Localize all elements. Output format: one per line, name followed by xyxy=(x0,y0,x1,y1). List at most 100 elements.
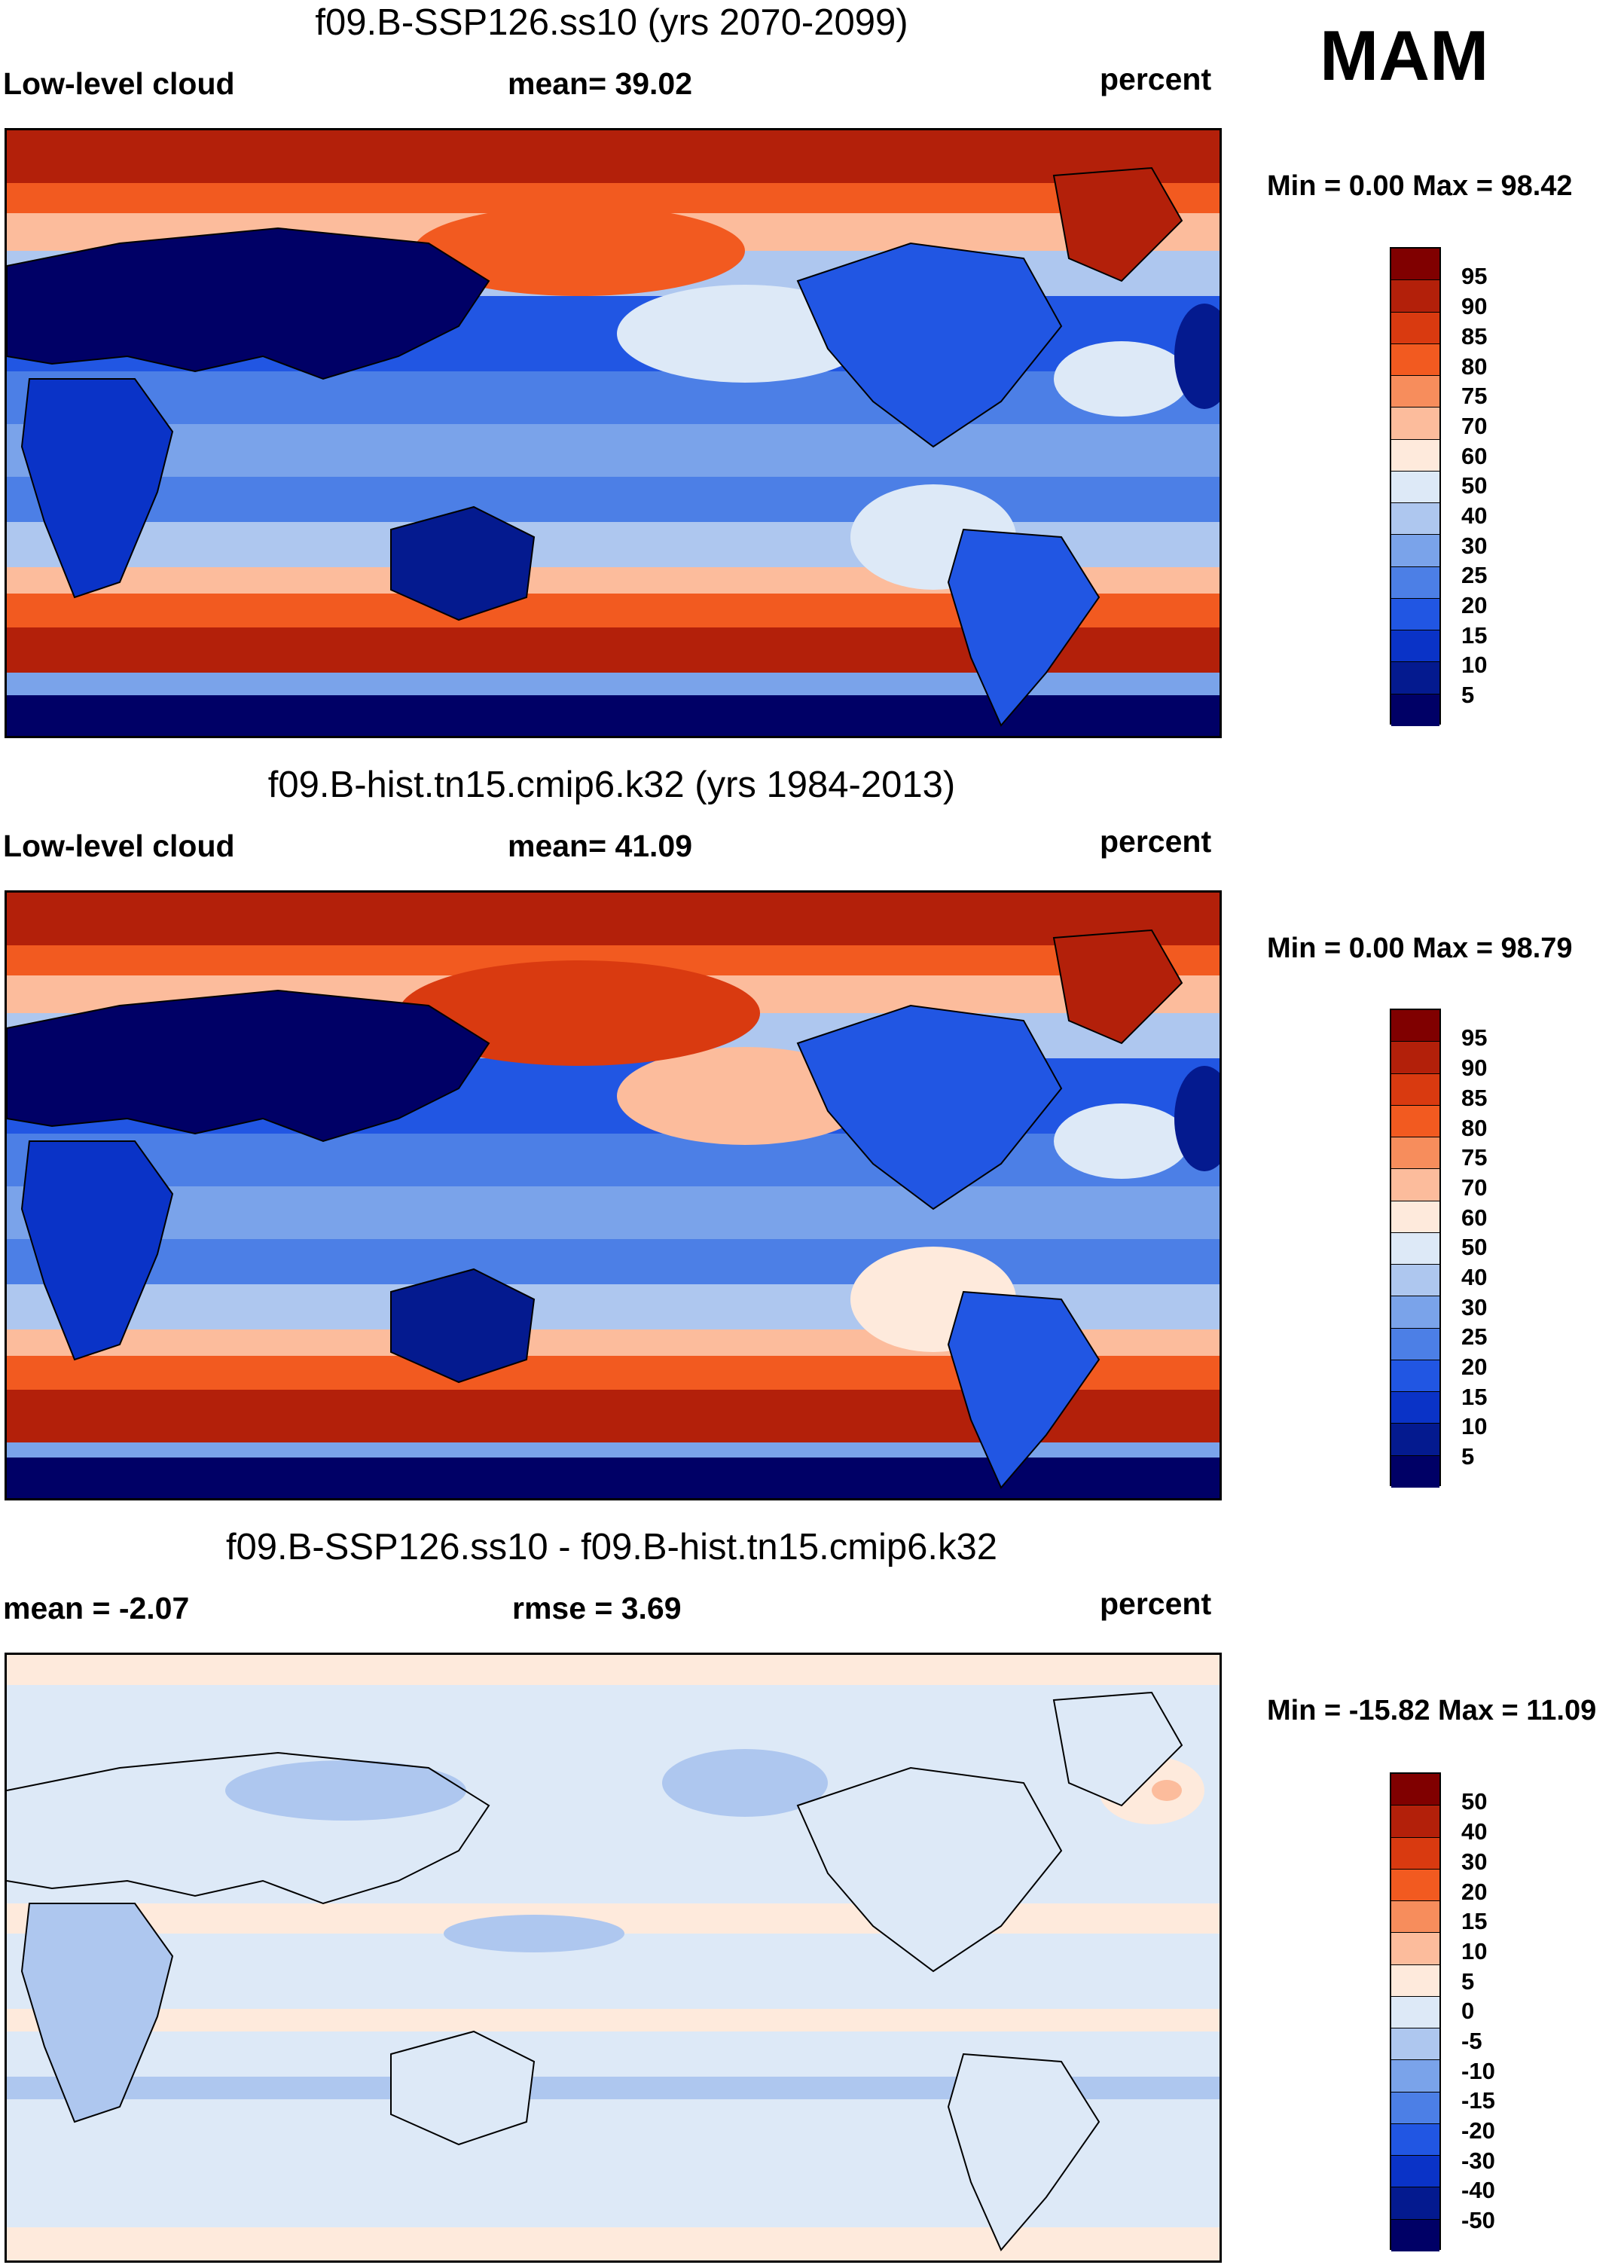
colorbar-tick-label: -5 xyxy=(1461,2028,1482,2054)
colorbar-swatch xyxy=(1391,503,1439,536)
colorbar-tick-label: 15 xyxy=(1461,622,1488,649)
colorbar-swatch xyxy=(1391,2123,1439,2157)
colorbar-tick-label: -10 xyxy=(1461,2058,1495,2084)
colorbar-swatch xyxy=(1391,1806,1439,1838)
colorbar-tick-label: 5 xyxy=(1461,1443,1475,1470)
colorbar-tick-label: 5 xyxy=(1461,682,1475,708)
colorbar-swatch xyxy=(1391,1232,1439,1265)
colorbar-tick-label: 85 xyxy=(1461,323,1488,350)
antarctica-region xyxy=(7,1458,1220,1498)
panel-1-title: f09.B-SSP126.ss10 (yrs 2070-2099) xyxy=(315,2,908,43)
africa-landmass xyxy=(20,378,174,599)
panel-2-colorbar xyxy=(1390,1009,1441,1488)
colorbar-tick-label: 75 xyxy=(1461,1144,1488,1171)
colorbar-swatch xyxy=(1391,1105,1439,1138)
colorbar-tick-label: 25 xyxy=(1461,1323,1488,1350)
colorbar-swatch xyxy=(1391,2060,1439,2092)
colorbar-tick-label: -50 xyxy=(1461,2207,1495,2233)
colorbar-tick-label: 50 xyxy=(1461,1788,1488,1815)
australia-landmass xyxy=(390,1268,536,1384)
colorbar-swatch xyxy=(1391,630,1439,663)
north-america-landmass xyxy=(796,242,1063,448)
panel-3-colorbar xyxy=(1390,1772,1441,2251)
panel-2-map xyxy=(5,890,1222,1500)
north-america-coastline xyxy=(796,1766,1063,1973)
greenland-landmass xyxy=(1052,929,1183,1045)
colorbar-swatch xyxy=(1391,312,1439,344)
eurasia-landmass xyxy=(7,989,490,1143)
colorbar-tick-label: -30 xyxy=(1461,2147,1495,2174)
australia-coastline xyxy=(390,2030,536,2146)
colorbar-swatch xyxy=(1391,598,1439,631)
colorbar-swatch xyxy=(1391,439,1439,472)
colorbar-tick-label: 60 xyxy=(1461,443,1488,469)
panel-1-colorbar xyxy=(1390,247,1441,726)
australia-landmass xyxy=(390,505,536,621)
colorbar-swatch xyxy=(1391,1073,1439,1106)
colorbar-swatch xyxy=(1391,1424,1439,1456)
colorbar-swatch xyxy=(1391,280,1439,313)
colorbar-tick-label: 85 xyxy=(1461,1085,1488,1111)
colorbar-swatch xyxy=(1391,1265,1439,1297)
colorbar-swatch xyxy=(1391,376,1439,408)
north-america-landmass xyxy=(796,1004,1063,1210)
colorbar-tick-label: 50 xyxy=(1461,1234,1488,1260)
colorbar-tick-label: 70 xyxy=(1461,1174,1488,1201)
colorbar-swatch xyxy=(1391,1042,1439,1074)
colorbar-swatch xyxy=(1391,1837,1439,1870)
colorbar-tick-label: 5 xyxy=(1461,1968,1475,1995)
colorbar-tick-label: 0 xyxy=(1461,1998,1475,2024)
panel-1-map xyxy=(5,128,1222,738)
panel-1-units-label: percent xyxy=(1100,62,1212,96)
colorbar-swatch xyxy=(1391,1201,1439,1233)
colorbar-swatch xyxy=(1391,1328,1439,1360)
colorbar-tick-label: 50 xyxy=(1461,472,1488,499)
colorbar-tick-label: 20 xyxy=(1461,592,1488,618)
panel-1-variable-label: Low-level cloud xyxy=(3,66,235,101)
colorbar-tick-label: 60 xyxy=(1461,1204,1488,1231)
colorbar-tick-label: 10 xyxy=(1461,1938,1488,1964)
greenland-coastline xyxy=(1052,1691,1183,1807)
panel-3-map xyxy=(5,1653,1222,2263)
colorbar-tick-label: 80 xyxy=(1461,1115,1488,1141)
colorbar-swatch xyxy=(1391,1869,1439,1902)
colorbar-tick-label: 40 xyxy=(1461,502,1488,529)
colorbar-tick-label: 20 xyxy=(1461,1354,1488,1380)
colorbar-tick-label: 15 xyxy=(1461,1384,1488,1410)
arctic-band xyxy=(7,893,1220,945)
colorbar-swatch xyxy=(1391,1774,1439,1806)
panel-3-mean-label: mean = -2.07 xyxy=(3,1591,190,1625)
colorbar-swatch xyxy=(1391,2219,1439,2251)
colorbar-tick-label: 40 xyxy=(1461,1264,1488,1290)
colorbar-swatch xyxy=(1391,1392,1439,1424)
colorbar-tick-label: 95 xyxy=(1461,1024,1488,1051)
colorbar-tick-label: 20 xyxy=(1461,1879,1488,1905)
colorbar-swatch xyxy=(1391,566,1439,599)
colorbar-tick-label: -15 xyxy=(1461,2087,1495,2114)
colorbar-tick-label: 90 xyxy=(1461,1055,1488,1081)
colorbar-swatch xyxy=(1391,1169,1439,1201)
colorbar-tick-label: 40 xyxy=(1461,1818,1488,1845)
south-america-coastline xyxy=(947,2053,1100,2251)
season-label: MAM xyxy=(1320,16,1489,95)
eurasia-landmass xyxy=(7,227,490,380)
panel-1-minmax: Min = 0.00 Max = 98.42 xyxy=(1267,170,1573,202)
colorbar-tick-label: 10 xyxy=(1461,652,1488,678)
colorbar-swatch xyxy=(1391,1296,1439,1329)
colorbar-swatch xyxy=(1391,249,1439,281)
colorbar-tick-label: 30 xyxy=(1461,1848,1488,1875)
colorbar-swatch xyxy=(1391,1964,1439,1997)
colorbar-tick-label: 75 xyxy=(1461,383,1488,409)
colorbar-swatch xyxy=(1391,1901,1439,1934)
africa-coastline xyxy=(20,1903,174,2123)
colorbar-tick-label: 30 xyxy=(1461,1294,1488,1320)
panel-2-mean-label: mean= 41.09 xyxy=(508,829,693,863)
colorbar-tick-label: 15 xyxy=(1461,1908,1488,1934)
panel-2-variable-label: Low-level cloud xyxy=(3,829,235,863)
colorbar-tick-label: -40 xyxy=(1461,2177,1495,2203)
colorbar-tick-label: 80 xyxy=(1461,353,1488,380)
colorbar-swatch xyxy=(1391,694,1439,726)
colorbar-swatch xyxy=(1391,2156,1439,2188)
colorbar-swatch xyxy=(1391,1996,1439,2029)
panel-2-minmax: Min = 0.00 Max = 98.79 xyxy=(1267,933,1573,964)
